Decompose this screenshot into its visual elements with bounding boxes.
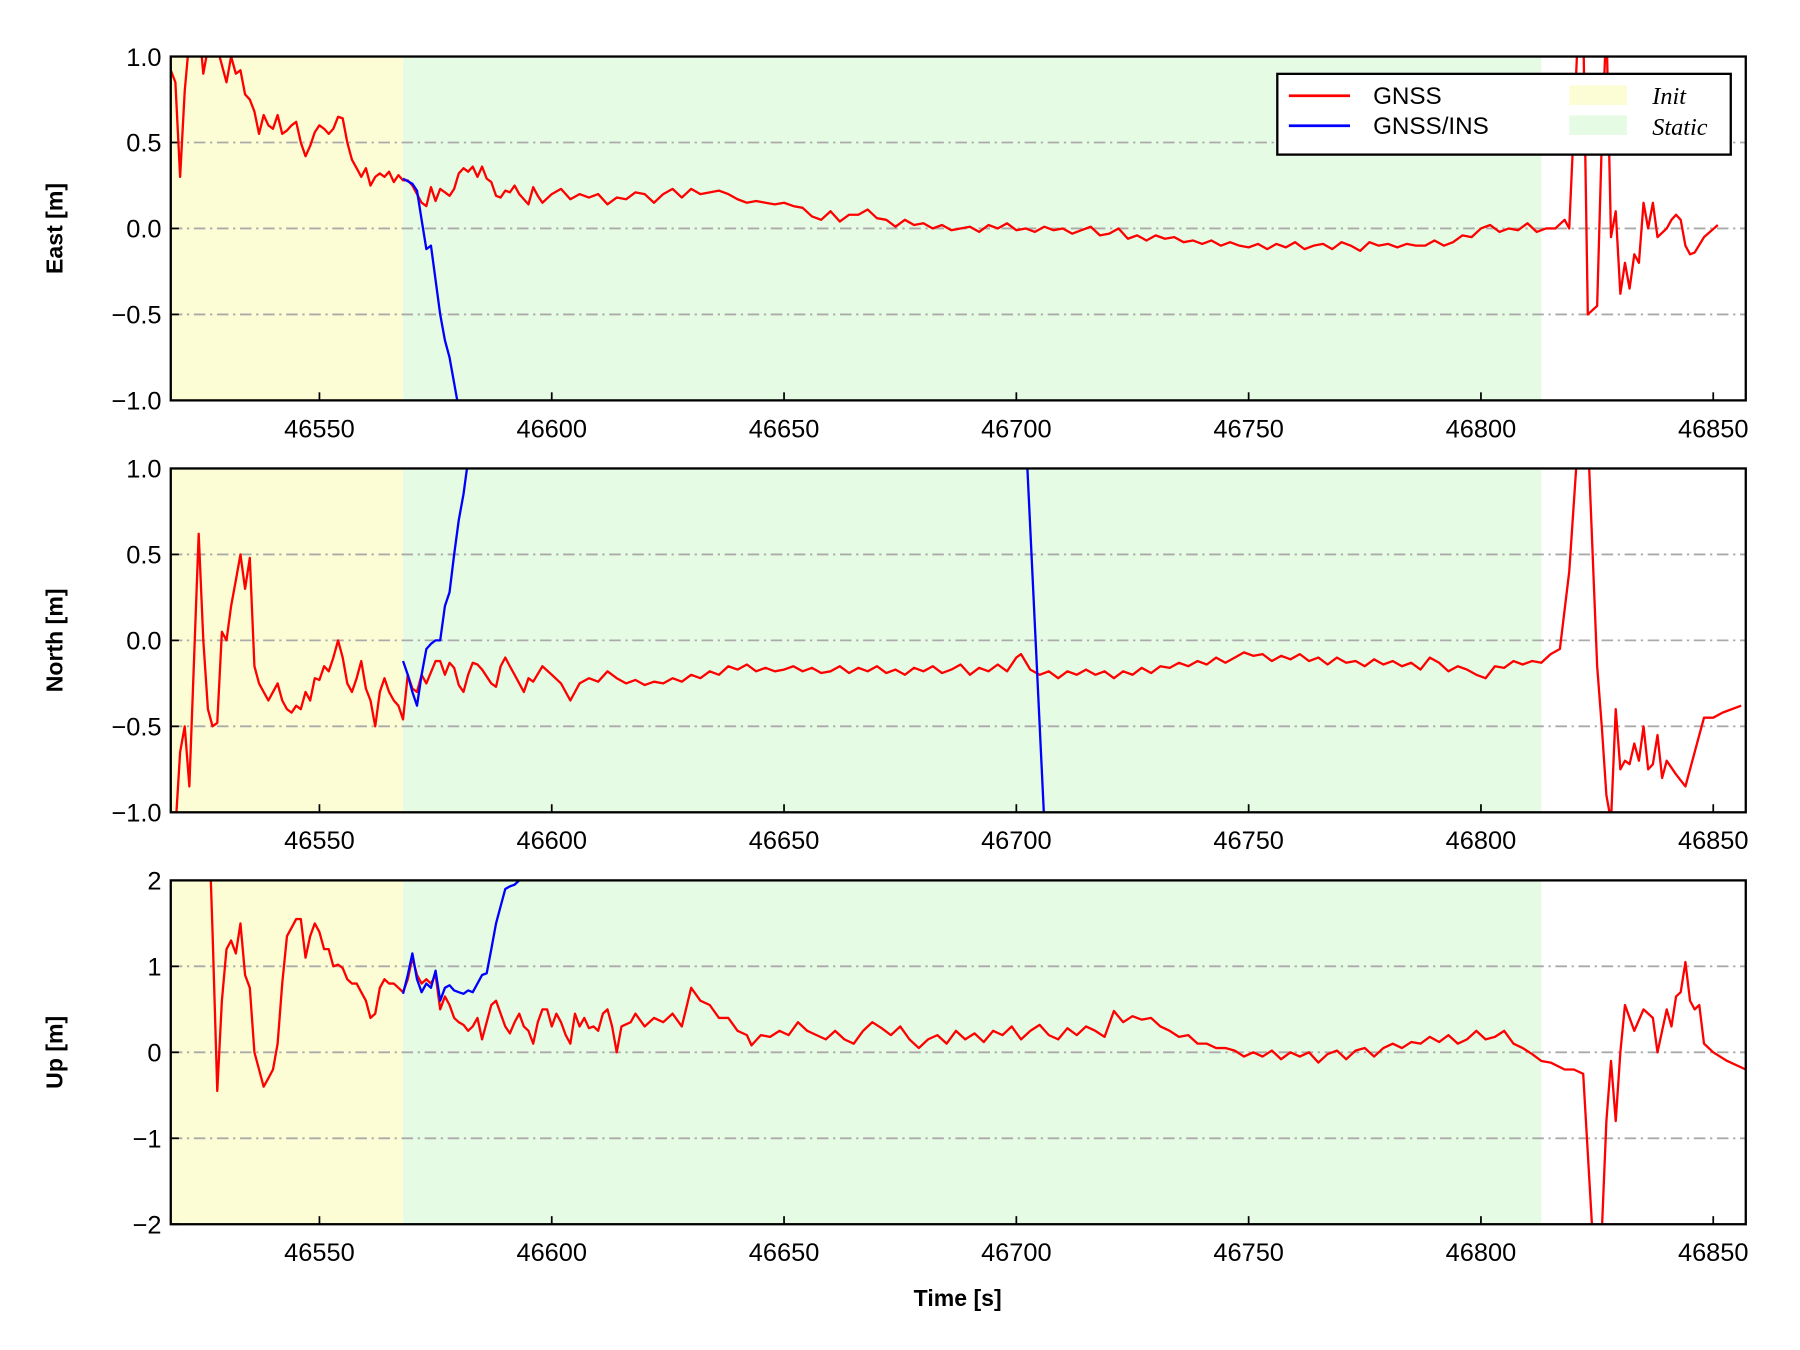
y-tick-label: −0.5 — [111, 714, 161, 742]
legend-patch-init — [1569, 85, 1627, 105]
series-gnss-ins — [401, 468, 1045, 813]
x-tick-label: 46750 — [1213, 1239, 1284, 1267]
x-tick-label: 46650 — [749, 1239, 820, 1267]
x-tick-label: 46550 — [284, 827, 355, 855]
x-tick-label: 46650 — [749, 415, 820, 443]
legend: GNSS GNSS/INS Init Static — [1276, 72, 1732, 156]
series-gnss — [209, 880, 1746, 1225]
x-tick-label: 46650 — [749, 827, 820, 855]
y-tick-label: 0.0 — [126, 628, 161, 656]
series-gnss — [170, 56, 1719, 316]
y-tick-label: −0.5 — [111, 302, 161, 330]
x-tick-label: 46850 — [1678, 1239, 1749, 1267]
x-tick-label: 46800 — [1446, 827, 1517, 855]
x-tick-label: 46850 — [1678, 415, 1749, 443]
x-tick-label: 46600 — [516, 827, 587, 855]
series-gnss-ins — [402, 177, 459, 401]
y-tick-label: −1.0 — [111, 800, 161, 828]
x-tick-label: 46550 — [284, 1239, 355, 1267]
y-axis-label: Up [m] — [41, 1016, 67, 1089]
legend-patch-static — [1569, 115, 1627, 135]
y-tick-label: 0.0 — [126, 216, 161, 244]
x-tick-label: 46700 — [981, 1239, 1052, 1267]
axes-frame — [169, 879, 1747, 1226]
axes-frame — [169, 467, 1747, 814]
y-tick-label: −1 — [133, 1126, 162, 1154]
y-axis-label: East [m] — [41, 183, 67, 274]
x-tick-label: 46800 — [1446, 415, 1517, 443]
series-gnss-ins — [401, 880, 521, 1002]
series-gnss — [175, 468, 1742, 813]
y-tick-label: −1.0 — [111, 388, 161, 416]
legend-label-init: Init — [1651, 83, 1687, 110]
x-tick-label: 46550 — [284, 415, 355, 443]
panel-up: −2 −1 0 1 2 46550 46600 46650 46700 46750 46800 468… — [41, 868, 1749, 1268]
legend-label-gnss: GNSS — [1373, 83, 1442, 110]
legend-label-gnss-ins: GNSS/INS — [1373, 113, 1489, 140]
x-tick-label: 46750 — [1213, 415, 1284, 443]
x-tick-label: 46600 — [516, 1239, 587, 1267]
y-tick-label: 1.0 — [126, 44, 161, 72]
axes-frame — [169, 55, 1747, 402]
x-axis-label: Time [s] — [914, 1285, 1002, 1311]
y-tick-label: 0.5 — [126, 542, 161, 570]
panel-north: −1.0 −0.5 0.0 0.5 1.0 46550 46600 46650 46700 467… — [41, 456, 1749, 856]
y-axis-label: North [m] — [41, 589, 67, 693]
x-tick-label: 46700 — [981, 827, 1052, 855]
y-tick-label: 0.5 — [126, 130, 161, 158]
legend-label-static: Static — [1652, 114, 1707, 141]
y-tick-label: 1.0 — [126, 456, 161, 484]
legend-frame — [1276, 72, 1732, 156]
x-tick-label: 46800 — [1446, 1239, 1517, 1267]
y-tick-label: −2 — [133, 1211, 162, 1239]
x-tick-label: 46750 — [1213, 827, 1284, 855]
x-tick-label: 46850 — [1678, 827, 1749, 855]
y-tick-label: 2 — [147, 868, 161, 896]
x-tick-label: 46600 — [516, 415, 587, 443]
x-tick-label: 46700 — [981, 415, 1052, 443]
y-tick-label: 1 — [147, 954, 161, 982]
y-tick-label: 0 — [147, 1040, 161, 1068]
